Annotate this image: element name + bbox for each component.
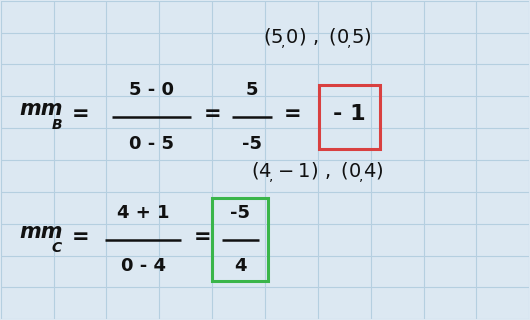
Text: 4: 4 <box>234 257 246 275</box>
Text: - 1: - 1 <box>333 104 366 124</box>
Text: 0 - 5: 0 - 5 <box>129 134 174 153</box>
Text: =: = <box>193 227 211 247</box>
Text: =: = <box>204 104 222 124</box>
Text: B: B <box>52 118 63 132</box>
Text: -5: -5 <box>230 204 250 222</box>
Text: mm: mm <box>19 99 63 119</box>
Text: =: = <box>284 104 301 124</box>
Text: $(5_{\!\mathsf{,}}0)\ ,\ (0_{\!\mathsf{,}}5)$: $(5_{\!\mathsf{,}}0)\ ,\ (0_{\!\mathsf{,… <box>263 27 372 52</box>
Text: 5 - 0: 5 - 0 <box>129 82 174 100</box>
Text: $(4_{\!\mathsf{,}}-1)\ ,\ (0_{\!\mathsf{,}}4)$: $(4_{\!\mathsf{,}}-1)\ ,\ (0_{\!\mathsf{… <box>252 160 384 185</box>
Text: =: = <box>72 227 90 247</box>
Text: -5: -5 <box>242 134 262 153</box>
Text: 4 + 1: 4 + 1 <box>117 204 170 222</box>
Text: C: C <box>52 241 62 255</box>
Text: mm: mm <box>19 222 63 242</box>
Text: 0 - 4: 0 - 4 <box>121 257 166 275</box>
Text: =: = <box>72 104 90 124</box>
Text: 5: 5 <box>245 82 258 100</box>
